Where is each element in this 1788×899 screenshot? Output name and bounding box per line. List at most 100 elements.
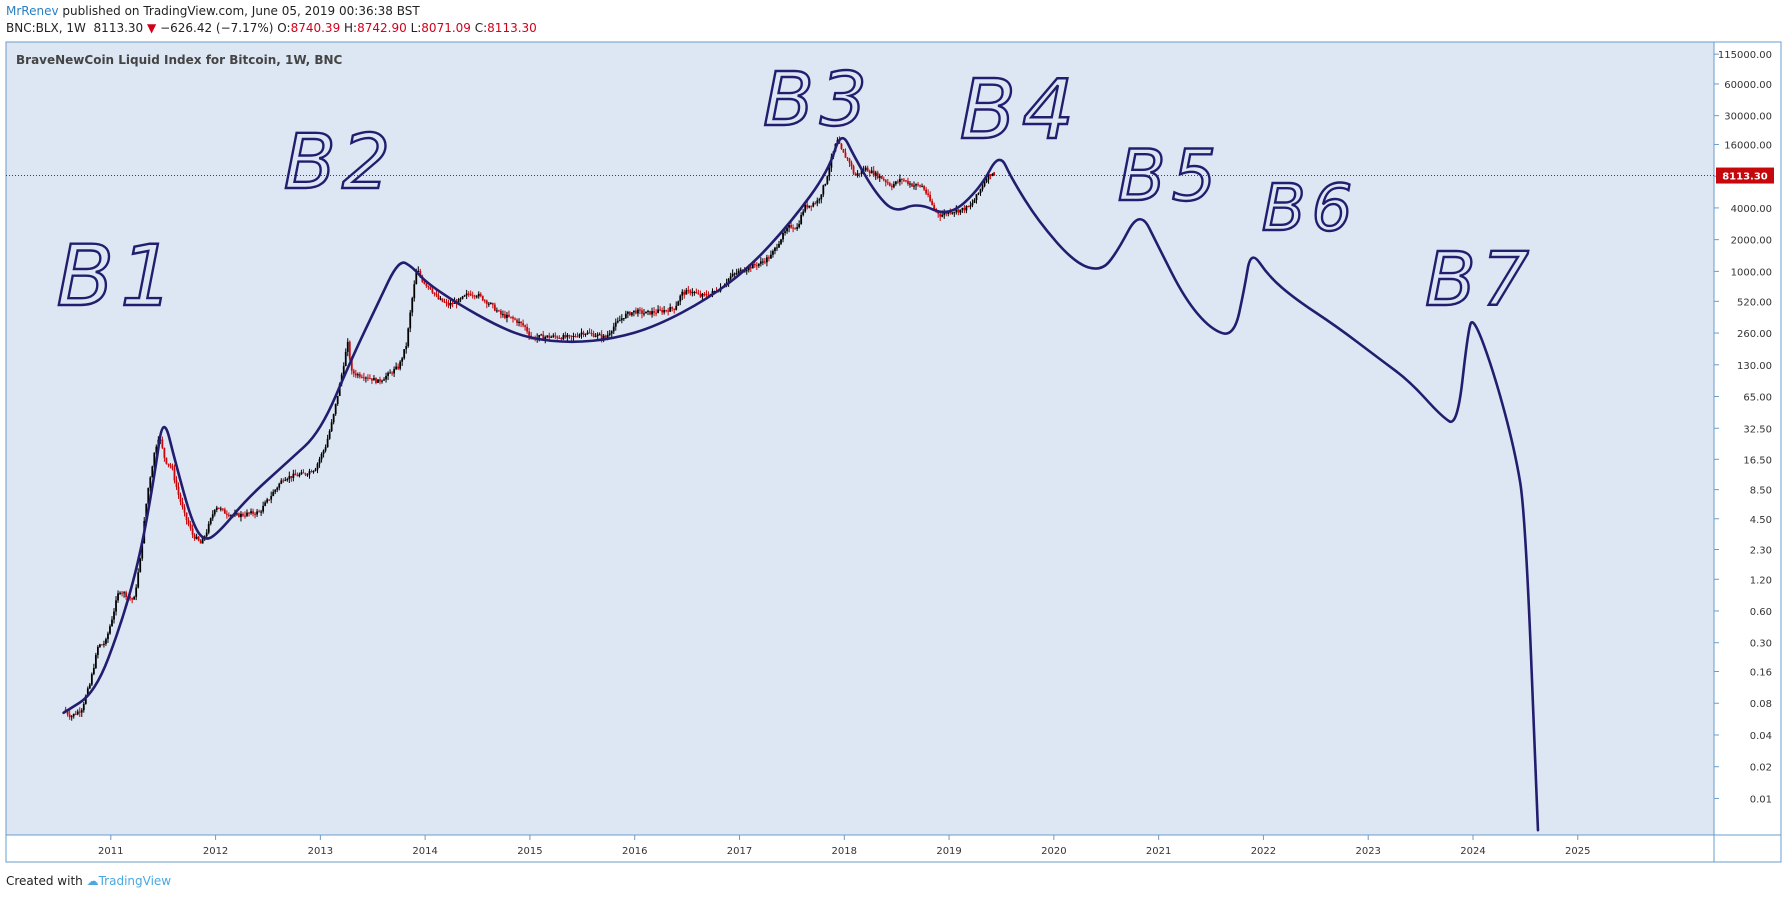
candle-down xyxy=(354,373,357,376)
candle-down xyxy=(199,540,202,544)
candle-down xyxy=(890,185,893,188)
candle-down xyxy=(183,507,186,513)
candle-up xyxy=(727,278,730,283)
candle-up xyxy=(274,489,277,492)
candle-up xyxy=(109,626,111,634)
chart-pane[interactable] xyxy=(6,42,1714,835)
time-tick-label: 2022 xyxy=(1251,846,1276,857)
candle-down xyxy=(639,309,641,311)
candle-up xyxy=(550,336,553,338)
candle-down xyxy=(528,331,531,336)
last-price-badge-bg xyxy=(1716,167,1774,184)
candle-up xyxy=(540,334,543,336)
candle-down xyxy=(467,293,470,295)
candle-up xyxy=(336,395,339,404)
candle-down xyxy=(794,228,797,230)
candle-down xyxy=(508,314,510,317)
last-price-badge: 8113.30 xyxy=(1716,167,1774,184)
candle-up xyxy=(213,509,216,515)
candle-down xyxy=(512,317,514,319)
close-value: 8113.30 xyxy=(487,21,537,35)
tradingview-link[interactable]: TradingView xyxy=(98,874,172,888)
candle-up xyxy=(229,515,232,517)
candle-down xyxy=(167,463,170,465)
candle-up xyxy=(389,372,391,374)
candle-down xyxy=(445,302,448,304)
candle-up xyxy=(137,572,140,588)
candle-up xyxy=(477,293,480,297)
candle-up xyxy=(316,463,319,470)
candle-down xyxy=(181,501,184,508)
candle-up xyxy=(788,224,790,228)
candle-down xyxy=(242,513,244,516)
candle-down xyxy=(806,204,809,208)
candle-down xyxy=(866,167,869,172)
candle-down xyxy=(967,206,970,208)
candle-up xyxy=(626,311,629,314)
candle-down xyxy=(423,281,426,284)
candle-up xyxy=(288,475,291,480)
last-price-badge-text: 8113.30 xyxy=(1722,172,1768,183)
candle-up xyxy=(598,334,601,336)
candle-up xyxy=(780,239,782,244)
candle-up xyxy=(772,251,774,255)
candle-up xyxy=(373,378,375,381)
candle-down xyxy=(471,295,474,297)
candle-down xyxy=(884,180,887,183)
cycle-annotations: B1 B2 B3 B4 B5 B6 B7 xyxy=(55,56,1530,326)
candle-down xyxy=(248,512,250,514)
candle-up xyxy=(96,646,99,655)
time-axis[interactable]: 2011 2012 2013 2014 2015 2016 2017 2018 2019 2020… xyxy=(98,835,1591,857)
open-value: 8740.39 xyxy=(290,21,341,35)
candle-up xyxy=(637,309,639,314)
candle-up xyxy=(633,310,635,313)
candle-up xyxy=(977,193,980,195)
candle-down xyxy=(661,310,664,313)
candle-up xyxy=(572,336,575,338)
candle-up xyxy=(439,298,442,300)
cycle-label-b1: B1 xyxy=(56,227,179,325)
candle-up xyxy=(584,334,587,336)
candle-down xyxy=(564,335,567,338)
candle-up xyxy=(84,695,87,704)
price-tick-label: 260.00 xyxy=(1737,329,1772,340)
candle-down xyxy=(451,303,454,305)
author-link[interactable]: MrRenev xyxy=(6,4,59,18)
candle-up xyxy=(236,513,238,515)
price-tick-label: 65.00 xyxy=(1743,393,1772,404)
candle-down xyxy=(185,512,188,521)
cycle-label-b4: B4 xyxy=(960,63,1080,158)
candle-up xyxy=(393,369,396,374)
candle-up xyxy=(953,212,956,214)
candle-up xyxy=(99,644,101,647)
candle-up xyxy=(459,298,462,300)
cycle-label-b2: B2 xyxy=(284,117,397,206)
candle-down xyxy=(258,511,260,513)
candle-up xyxy=(133,596,136,600)
candle-down xyxy=(542,334,545,339)
candle-up xyxy=(330,422,333,432)
candle-down xyxy=(852,166,855,174)
candle-up xyxy=(778,243,780,248)
candle-up xyxy=(610,331,613,334)
price-tick-label: 32.50 xyxy=(1743,424,1772,435)
symbol-interval: BNC:BLX, 1W xyxy=(6,21,86,35)
candle-down xyxy=(294,473,297,476)
candle-up xyxy=(211,514,214,519)
candle-up xyxy=(594,336,597,338)
price-axis[interactable]: 115000.0060000.0030000.0016000.008000.00… xyxy=(1714,50,1772,805)
candle-up xyxy=(651,311,653,315)
candle-down xyxy=(78,711,81,713)
candle-up xyxy=(465,293,468,296)
candle-down xyxy=(352,370,355,374)
candle-up xyxy=(417,270,420,272)
candle-down xyxy=(391,372,393,374)
candle-up xyxy=(246,512,248,516)
candle-down xyxy=(397,366,400,369)
candle-down xyxy=(425,283,428,286)
candle-up xyxy=(622,318,625,320)
candle-down xyxy=(548,335,551,338)
candle-up xyxy=(878,175,881,178)
candle-up xyxy=(387,372,389,376)
